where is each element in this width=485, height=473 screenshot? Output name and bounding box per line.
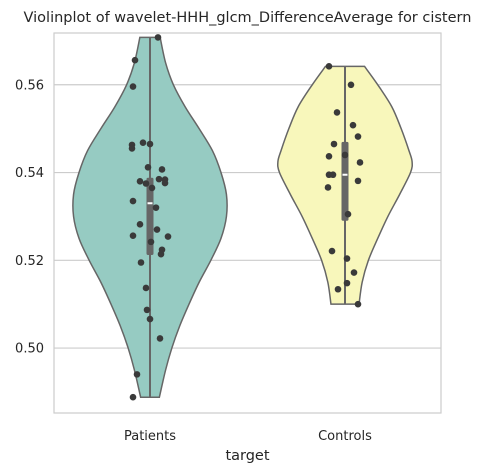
data-point <box>350 269 358 276</box>
data-point <box>347 81 355 89</box>
data-point <box>325 153 333 160</box>
data-point <box>330 140 338 148</box>
data-point <box>143 306 151 314</box>
data-point <box>146 315 154 323</box>
y-tick-labels: 0.50 0.52 0.54 0.56 <box>15 78 44 356</box>
data-point <box>324 184 332 191</box>
y-tick-label: 0.54 <box>15 166 44 181</box>
data-point <box>349 121 357 129</box>
data-point <box>137 259 145 266</box>
data-point <box>128 145 136 152</box>
violin-iqr-box <box>146 177 154 256</box>
data-point <box>136 178 144 185</box>
violin-layer <box>72 34 413 401</box>
data-point <box>155 175 163 183</box>
data-point <box>129 83 137 90</box>
data-point <box>328 247 336 255</box>
violin-median <box>342 173 348 176</box>
data-point <box>325 63 333 70</box>
plot-frame <box>53 32 442 414</box>
data-point <box>333 109 341 116</box>
data-point <box>156 335 164 342</box>
data-point <box>133 371 141 378</box>
data-point <box>129 232 137 240</box>
data-point <box>136 221 144 228</box>
y-tick-label: 0.56 <box>15 78 44 93</box>
violin-patients <box>72 34 228 401</box>
y-tick-label: 0.52 <box>15 254 44 269</box>
data-point <box>354 133 362 140</box>
data-point <box>148 184 156 192</box>
data-point <box>354 300 362 308</box>
violin-controls <box>277 63 413 308</box>
data-point <box>161 179 169 187</box>
data-point <box>356 159 364 166</box>
data-point <box>152 204 160 211</box>
data-point <box>344 210 352 218</box>
x-axis-label: target <box>225 448 269 464</box>
data-point <box>329 171 337 179</box>
chart-title: Violinplot of wavelet-HHH_glcm_Differenc… <box>24 10 472 26</box>
data-point <box>164 233 172 240</box>
violin-median <box>147 202 153 205</box>
data-point <box>147 238 155 246</box>
data-point <box>154 34 162 41</box>
data-point <box>354 177 362 185</box>
data-point <box>144 163 152 171</box>
data-point <box>142 284 150 292</box>
data-point <box>343 279 351 287</box>
data-point <box>129 393 137 401</box>
data-point <box>343 255 351 262</box>
y-tick-label: 0.50 <box>15 342 44 357</box>
data-point <box>146 140 154 148</box>
data-point <box>142 180 150 187</box>
data-point <box>157 250 165 258</box>
data-point <box>139 139 147 146</box>
data-point <box>131 56 139 64</box>
x-tick-label: Controls <box>318 429 372 444</box>
x-tick-label: Patients <box>124 429 176 444</box>
data-point <box>334 285 342 293</box>
data-point <box>341 151 349 159</box>
data-point <box>158 166 166 173</box>
violin-iqr-box <box>341 141 349 221</box>
x-tick-labels: Patients Controls <box>124 429 372 444</box>
data-point <box>129 197 137 205</box>
data-point <box>153 226 161 233</box>
